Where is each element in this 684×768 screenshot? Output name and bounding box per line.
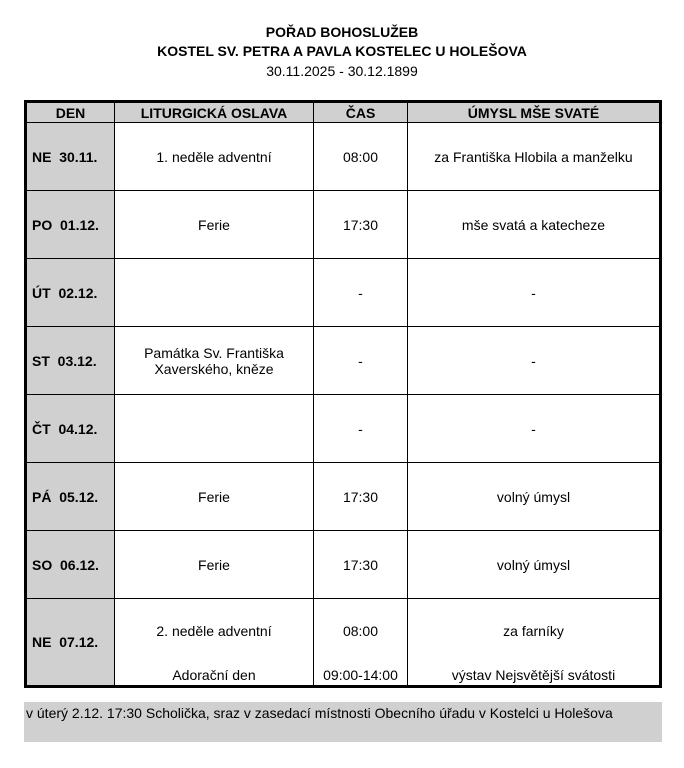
time-text: 08:00	[342, 623, 379, 639]
time-cell: -	[313, 394, 408, 463]
intention-cell: -	[407, 258, 661, 327]
celebration-cell: Ferie	[114, 190, 314, 259]
celebration-cell: Ferie	[114, 462, 314, 531]
time-cell: 17:30	[313, 190, 408, 259]
table-row: ST 03.12. Památka Sv. Františka Xaverskéh…	[25, 326, 661, 395]
announcement-note: v úterý 2.12. 17:30 Scholička, sraz v za…	[24, 702, 662, 742]
intention-cell: mše svatá a katecheze	[407, 190, 661, 259]
day-cell: NE 07.12.	[25, 598, 115, 687]
celebration-cell	[114, 394, 314, 463]
day-cell: SO 06.12.	[25, 530, 115, 599]
intention-cell: volný úmysl	[407, 462, 661, 531]
table-row: ČT 04.12. - -	[25, 394, 661, 463]
table-row: NE 07.12. 2. neděle adventní Adorační den…	[25, 598, 661, 687]
day-cell: ČT 04.12.	[25, 394, 115, 463]
day-cell: PO 01.12.	[25, 190, 115, 259]
table-row: NE 30.11. 1. neděle adventní 08:00 za Frant…	[25, 122, 661, 191]
intention-cell: za farníky výstav Nejsvětější svátosti	[407, 598, 661, 687]
intention-text-2: výstav Nejsvětější svátosti	[451, 667, 616, 683]
intention-text: za farníky	[503, 623, 564, 639]
celebration-cell	[114, 258, 314, 327]
celebration-cell: 1. neděle adventní	[114, 122, 314, 191]
table-row: PÁ 05.12. Ferie 17:30 volný úmysl	[25, 462, 661, 531]
table-row: SO 06.12. Ferie 17:30 volný úmysl	[25, 530, 661, 599]
col-celebration: LITURGICKÁ OSLAVA	[114, 101, 314, 123]
celebration-cell: 2. neděle adventní Adorační den	[114, 598, 314, 687]
day-cell: NE 30.11.	[25, 122, 115, 191]
intention-cell: -	[407, 394, 661, 463]
time-cell: 17:30	[313, 530, 408, 599]
table-row: ÚT 02.12. - -	[25, 258, 661, 327]
time-cell: -	[313, 258, 408, 327]
celebration-text-2: Adorační den	[172, 667, 256, 683]
table-row: PO 01.12. Ferie 17:30 mše svatá a katecheze	[25, 190, 661, 259]
intention-cell: volný úmysl	[407, 530, 661, 599]
col-time: ČAS	[313, 101, 408, 123]
celebration-cell: Památka Sv. Františka Xaverského, kněze	[114, 326, 314, 395]
intention-cell: -	[407, 326, 661, 395]
time-cell: 08:00 09:00-14:00	[313, 598, 408, 687]
col-intention: ÚMYSL MŠE SVATÉ	[407, 101, 661, 123]
col-day: DEN	[25, 101, 115, 123]
day-cell: ST 03.12.	[25, 326, 115, 395]
page-title: POŘAD BOHOSLUŽEB	[265, 24, 419, 40]
time-cell: 17:30	[313, 462, 408, 531]
celebration-text: 2. neděle adventní	[156, 623, 272, 639]
schedule-table: DEN LITURGICKÁ OSLAVA ČAS ÚMYSL MŠE SVAT…	[24, 100, 662, 688]
church-name: KOSTEL SV. PETRA A PAVLA KOSTELEC U HOLE…	[157, 43, 527, 59]
day-cell: PÁ 05.12.	[25, 462, 115, 531]
celebration-cell: Ferie	[114, 530, 314, 599]
date-range: 30.11.2025 - 30.12.1899	[266, 63, 418, 79]
intention-cell: za Františka Hlobila a manželku	[407, 122, 661, 191]
time-cell: -	[313, 326, 408, 395]
day-cell: ÚT 02.12.	[25, 258, 115, 327]
time-text-2: 09:00-14:00	[323, 667, 398, 683]
time-cell: 08:00	[313, 122, 408, 191]
table-header: DEN LITURGICKÁ OSLAVA ČAS ÚMYSL MŠE SVAT…	[25, 101, 661, 123]
